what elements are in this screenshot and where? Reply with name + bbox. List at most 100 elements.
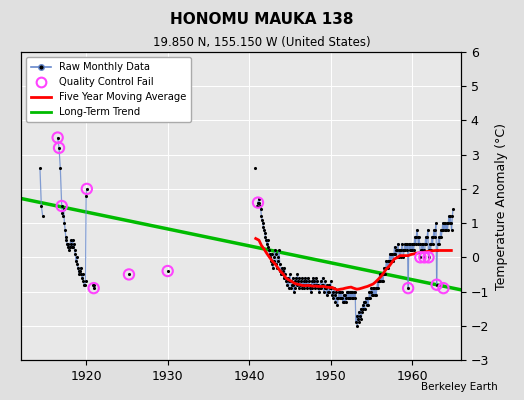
Point: [432, 282, 441, 288]
Point: [312, 275, 320, 281]
Point: [79, 278, 88, 284]
Point: [269, 264, 277, 271]
Point: [72, 258, 80, 264]
Point: [323, 282, 332, 288]
Point: [395, 254, 403, 260]
Point: [321, 278, 330, 284]
Point: [437, 234, 445, 240]
Point: [363, 302, 371, 308]
Point: [315, 288, 323, 295]
Point: [308, 285, 316, 291]
Point: [360, 299, 368, 305]
Point: [58, 210, 67, 216]
Point: [409, 240, 417, 247]
Point: [271, 247, 279, 254]
Point: [418, 240, 426, 247]
Point: [78, 275, 86, 281]
Point: [357, 316, 365, 322]
Point: [299, 278, 308, 284]
Point: [403, 240, 412, 247]
Point: [298, 275, 307, 281]
Point: [282, 278, 290, 284]
Point: [70, 240, 78, 247]
Point: [301, 275, 309, 281]
Point: [310, 278, 319, 284]
Point: [292, 275, 300, 281]
Point: [270, 254, 278, 260]
Point: [327, 285, 335, 291]
Point: [429, 240, 437, 247]
Point: [402, 240, 410, 247]
Point: [302, 278, 310, 284]
Point: [285, 278, 293, 284]
Point: [276, 268, 285, 274]
Point: [262, 237, 270, 244]
Point: [307, 288, 315, 295]
Point: [400, 240, 409, 247]
Point: [305, 285, 314, 291]
Point: [282, 275, 291, 281]
Point: [275, 247, 283, 254]
Point: [67, 237, 75, 244]
Point: [380, 264, 388, 271]
Point: [413, 227, 421, 233]
Point: [266, 254, 275, 260]
Point: [277, 271, 286, 278]
Point: [90, 285, 98, 291]
Point: [428, 234, 436, 240]
Point: [68, 237, 77, 244]
Point: [379, 271, 388, 278]
Point: [53, 134, 62, 141]
Point: [71, 251, 80, 257]
Point: [387, 251, 396, 257]
Point: [407, 247, 415, 254]
Point: [368, 292, 376, 298]
Point: [310, 282, 318, 288]
Point: [412, 234, 420, 240]
Point: [163, 268, 172, 274]
Point: [340, 299, 348, 305]
Point: [255, 196, 263, 202]
Point: [411, 240, 420, 247]
Point: [365, 295, 373, 302]
Point: [319, 275, 327, 281]
Point: [375, 278, 383, 284]
Point: [305, 278, 313, 284]
Point: [69, 244, 78, 250]
Point: [341, 292, 349, 298]
Point: [312, 282, 321, 288]
Point: [276, 261, 284, 267]
Point: [37, 203, 46, 209]
Point: [66, 244, 74, 250]
Point: [430, 227, 438, 233]
Point: [55, 145, 63, 151]
Point: [60, 206, 68, 213]
Point: [393, 247, 401, 254]
Point: [386, 251, 394, 257]
Point: [80, 282, 89, 288]
Point: [349, 295, 357, 302]
Point: [434, 234, 443, 240]
Point: [294, 278, 302, 284]
Point: [280, 264, 289, 271]
Text: Berkeley Earth: Berkeley Earth: [421, 382, 498, 392]
Point: [361, 299, 369, 305]
Point: [81, 278, 90, 284]
Point: [326, 278, 335, 284]
Point: [281, 271, 289, 278]
Point: [331, 299, 340, 305]
Point: [296, 275, 304, 281]
Point: [304, 282, 312, 288]
Point: [269, 258, 278, 264]
Point: [356, 306, 365, 312]
Point: [367, 288, 375, 295]
Point: [333, 295, 341, 302]
Point: [67, 240, 75, 247]
Point: [415, 234, 423, 240]
Point: [329, 295, 337, 302]
Point: [345, 295, 353, 302]
Point: [308, 278, 316, 284]
Point: [432, 282, 441, 288]
Point: [353, 322, 362, 329]
Point: [366, 295, 374, 302]
